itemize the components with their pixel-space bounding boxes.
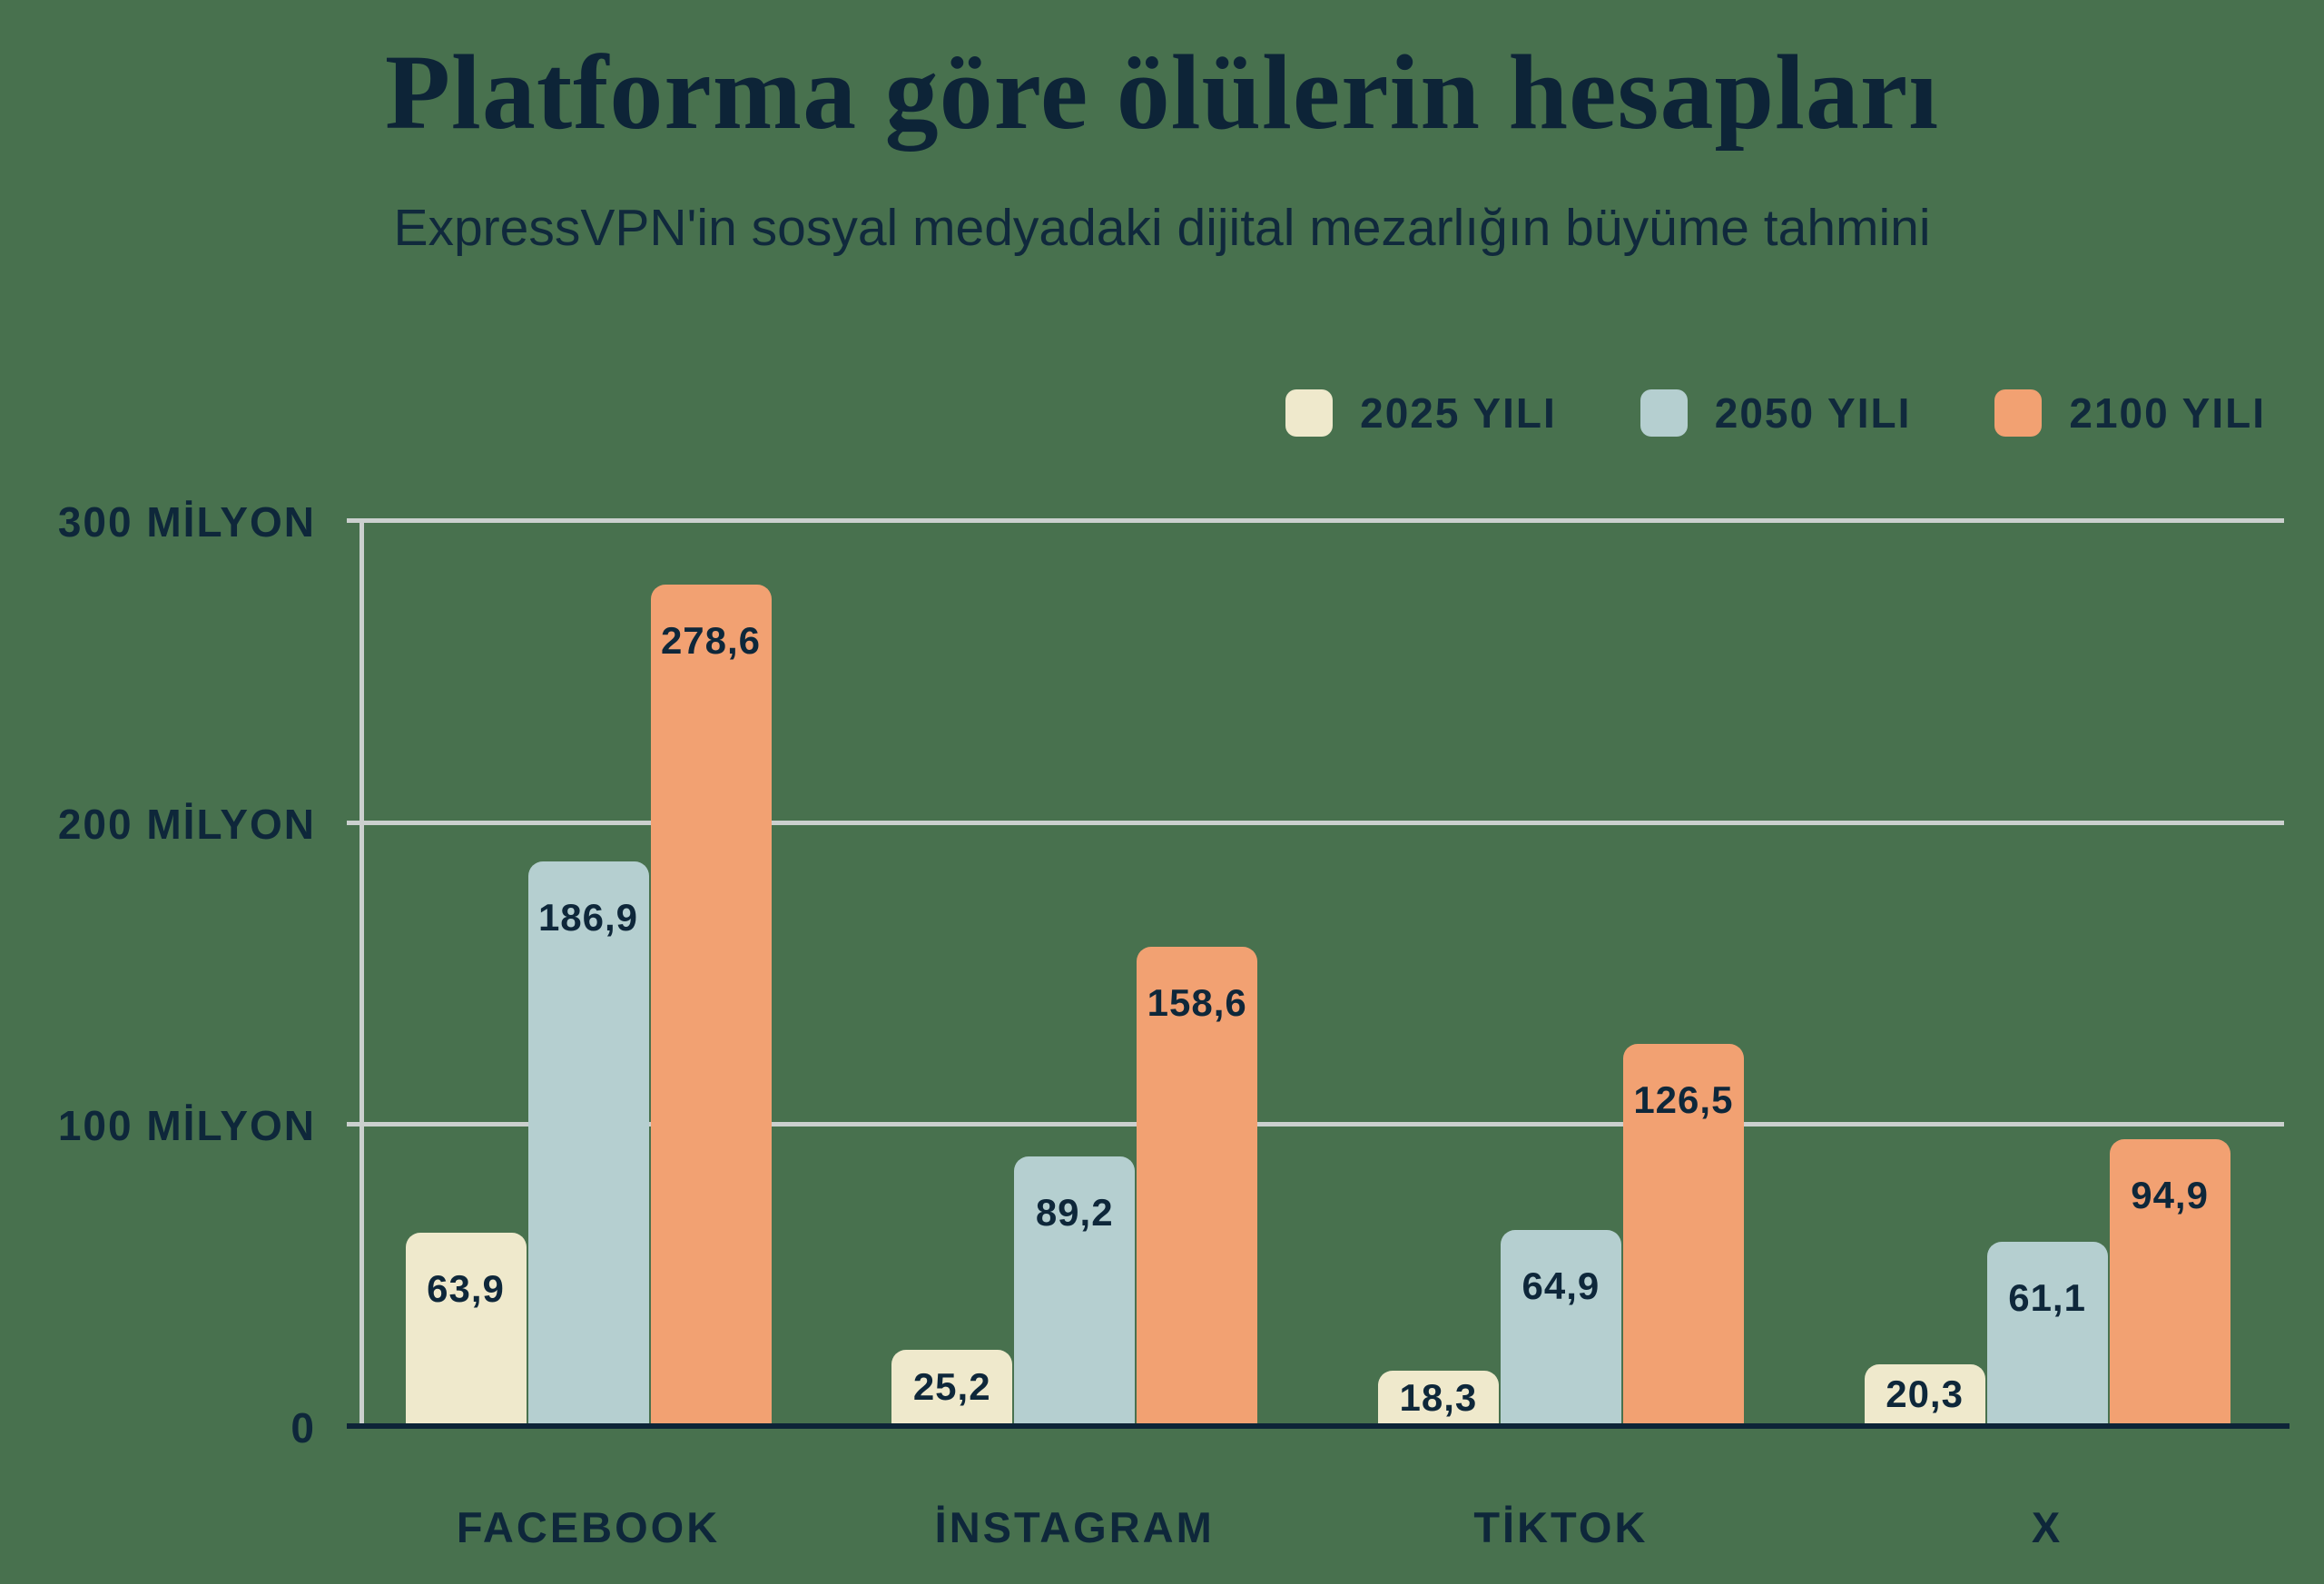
bar-2025-yili: 63,9: [405, 1233, 527, 1426]
gridline: [347, 518, 2284, 523]
bar-value-label: 158,6: [1147, 981, 1247, 1025]
legend-label: 2050 YILI: [1714, 389, 1912, 437]
bar-2050-yili: 89,2: [1014, 1156, 1136, 1426]
bar-2050-yili: 186,9: [527, 861, 649, 1426]
bar-value-label: 126,5: [1633, 1078, 1734, 1122]
bar-value-label: 89,2: [1035, 1191, 1114, 1235]
bar-2050-yili: 64,9: [1500, 1230, 1621, 1426]
legend-swatch-icon: [1640, 389, 1688, 437]
legend-item: 2100 YILI: [1994, 389, 2266, 438]
bar-2025-yili: 20,3: [1864, 1364, 1985, 1426]
y-axis-tick-label: 200 MİLYON: [57, 800, 316, 848]
bar-value-label: 278,6: [660, 619, 762, 663]
bar-2100-yili: 158,6: [1137, 947, 1258, 1426]
y-axis-tick-label: 100 MİLYON: [57, 1102, 316, 1150]
category-label: X: [2031, 1503, 2063, 1551]
x-axis-line: [347, 1423, 2290, 1429]
y-axis-tick-label: 300 MİLYON: [57, 498, 316, 546]
bar-value-label: 94,9: [2131, 1174, 2209, 1217]
bar-value-label: 20,3: [1886, 1372, 1964, 1416]
gridline: [347, 820, 2284, 825]
bar-2100-yili: 94,9: [2109, 1139, 2230, 1426]
bar-2050-yili: 61,1: [1986, 1241, 2108, 1426]
page-title: Platforma göre ölülerin hesapları: [384, 33, 1940, 152]
bar-value-label: 63,9: [427, 1267, 505, 1311]
bar-2025-yili: 18,3: [1377, 1371, 1499, 1426]
legend-item: 2050 YILI: [1640, 389, 1912, 438]
category-label: TİKTOK: [1473, 1503, 1649, 1551]
bar-value-label: 18,3: [1399, 1375, 1478, 1419]
legend-item: 2025 YILI: [1285, 389, 1557, 438]
legend: 2025 YILI 2050 YILI 2100 YILI: [1285, 389, 2266, 438]
legend-swatch-icon: [1285, 389, 1334, 437]
bar-2100-yili: 126,5: [1622, 1044, 1744, 1426]
page-subtitle: ExpressVPN'in sosyal medyadaki dijital m…: [393, 199, 1931, 257]
bar-value-label: 186,9: [537, 896, 639, 940]
legend-swatch-icon: [1994, 389, 2043, 437]
y-axis-line: [359, 520, 364, 1426]
category-label: İNSTAGRAM: [934, 1503, 1215, 1551]
legend-label: 2025 YILI: [1360, 389, 1557, 437]
bar-value-label: 25,2: [912, 1365, 991, 1409]
bar-2025-yili: 25,2: [891, 1350, 1013, 1426]
bar-value-label: 64,9: [1521, 1264, 1600, 1308]
legend-label: 2100 YILI: [2069, 389, 2266, 437]
bar-2100-yili: 278,6: [650, 585, 772, 1426]
category-label: FACEBOOK: [456, 1503, 721, 1551]
y-axis-tick-label: 0: [290, 1404, 316, 1451]
gridline: [347, 1122, 2284, 1127]
bar-value-label: 61,1: [2008, 1275, 2086, 1319]
